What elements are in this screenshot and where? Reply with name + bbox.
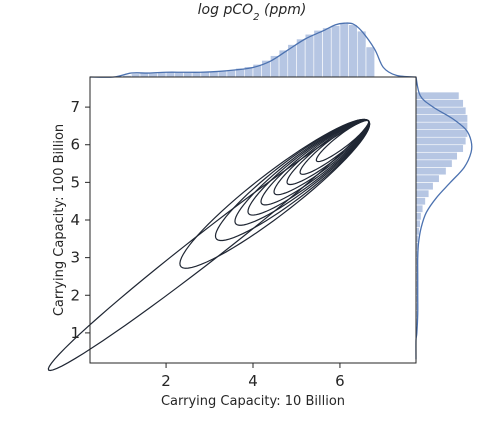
y-hist-bar: [415, 151, 458, 161]
y-hist-bar: [415, 227, 420, 236]
y-hist-bar: [415, 212, 422, 221]
x-hist-bar: [339, 22, 349, 78]
y-hist-bar: [415, 189, 430, 198]
y-hist-bar: [415, 167, 447, 176]
x-hist-bar: [278, 49, 289, 78]
x-hist-bar: [322, 27, 332, 78]
y-hist-bar: [415, 114, 468, 123]
x-hist-bar: [348, 24, 358, 78]
title-suffix: (ppm): [260, 2, 307, 18]
density-contour-level: [273, 119, 370, 196]
y-hist-bar: [415, 174, 440, 183]
kde-contours: [47, 118, 371, 372]
x-hist-bar: [165, 71, 176, 78]
x-kde-line: [89, 22, 417, 78]
y-hist-bar: [415, 144, 464, 153]
density-contour-level: [315, 119, 370, 163]
title-main: log pCO: [198, 2, 253, 18]
y-axis-ticks: 1 2 3 4 5 6 7: [70, 98, 90, 342]
density-contour-level: [299, 119, 370, 175]
chart-title: log pCO2 (ppm): [198, 2, 307, 23]
y-tick-label: 3: [70, 249, 80, 267]
x-marginal-distribution: [89, 22, 417, 78]
x-hist-bar: [313, 29, 323, 78]
x-hist-bar: [304, 33, 315, 78]
x-tick-label: 6: [335, 372, 345, 390]
y-tick-label: 5: [70, 173, 80, 191]
density-contour-level: [247, 119, 371, 216]
y-tick-label: 6: [70, 136, 80, 154]
y-hist-bar: [415, 219, 421, 228]
density-contour-level: [179, 118, 371, 269]
x-hist-bar: [330, 25, 341, 78]
x-axis-ticks: 2 4 6: [161, 363, 345, 390]
x-tick-label: 2: [161, 372, 171, 390]
x-hist-bar: [357, 30, 367, 78]
y-tick-label: 1: [70, 324, 80, 342]
y-tick-label: 4: [70, 211, 80, 229]
density-contour-level: [47, 119, 370, 372]
y-kde-line: [415, 76, 473, 360]
y-tick-label: 7: [70, 98, 80, 116]
y-hist-bar: [415, 99, 464, 108]
y-hist-bar: [415, 159, 453, 168]
density-contour-level: [214, 118, 371, 242]
density-contour-level: [234, 119, 371, 226]
y-marginal-distribution: [415, 76, 473, 363]
y-axis-label: Carrying Capacity: 100 Billion: [52, 124, 67, 316]
y-tick-label: 2: [70, 286, 80, 304]
title-subscript: 2: [253, 12, 259, 23]
x-tick-label: 4: [248, 372, 258, 390]
y-hist-bar: [415, 106, 467, 115]
x-hist-bar: [296, 38, 306, 78]
density-contour-level: [286, 119, 370, 186]
y-hist-bar: [415, 204, 424, 213]
y-hist-bar: [415, 129, 468, 138]
x-hist-bar: [191, 71, 202, 78]
y-hist-bar: [415, 136, 467, 146]
x-hist-bar: [365, 46, 376, 78]
x-hist-bar: [183, 71, 193, 78]
x-hist-bar: [174, 71, 184, 78]
x-axis-label: Carrying Capacity: 10 Billion: [161, 394, 345, 409]
y-hist-bar: [415, 182, 434, 191]
y-hist-bar: [415, 197, 426, 206]
density-contour-level: [260, 119, 370, 206]
